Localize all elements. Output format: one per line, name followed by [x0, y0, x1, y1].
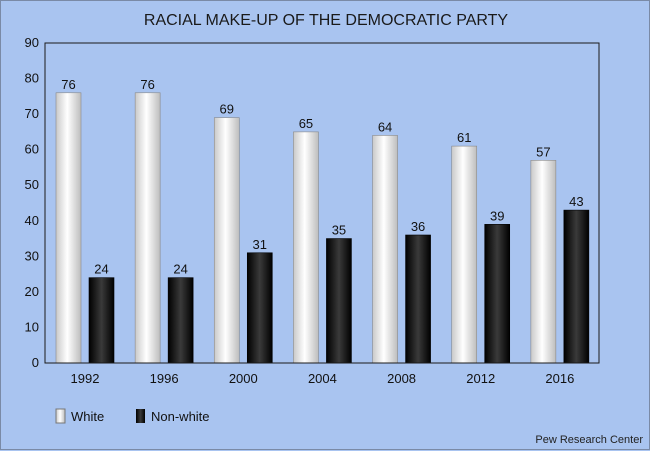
- y-tick-label: 80: [25, 71, 39, 86]
- bar-non-white-2008: [405, 234, 431, 364]
- bar-non-white-2012: [484, 224, 511, 364]
- legend-label-non-white: Non-white: [151, 409, 210, 424]
- bar-white-2004: [293, 131, 319, 364]
- x-tick-label: 2012: [466, 371, 495, 386]
- data-label: 57: [536, 144, 550, 159]
- data-label: 31: [253, 237, 267, 252]
- y-tick-label: 90: [25, 35, 39, 50]
- data-label: 65: [299, 116, 313, 131]
- data-label: 43: [569, 194, 583, 209]
- bar-white-1996: [134, 92, 161, 364]
- y-tick-label: 30: [25, 248, 39, 263]
- y-tick-label: 10: [25, 319, 39, 334]
- x-tick-label: 1992: [71, 371, 100, 386]
- data-label: 69: [220, 102, 234, 117]
- plot-area-border: [44, 42, 600, 364]
- data-label: 36: [411, 219, 425, 234]
- bars-group: 76 24 76 24 69 31 65 35 64 36 61 39 57 43: [55, 77, 590, 364]
- data-label: 24: [94, 262, 108, 277]
- legend-swatch-white: [55, 408, 66, 424]
- bar-white-2000: [213, 117, 240, 364]
- bar-non-white-2004: [326, 238, 352, 364]
- x-tick-label: 2008: [387, 371, 416, 386]
- data-label: 35: [332, 223, 346, 238]
- chart-title: RACIAL MAKE-UP OF THE DEMOCRATIC PARTY: [144, 12, 509, 29]
- data-label: 61: [457, 130, 471, 145]
- data-label: 24: [173, 262, 187, 277]
- y-tick-label: 0: [32, 355, 39, 370]
- source-note: Pew Research Center: [535, 434, 643, 446]
- bar-non-white-2016: [563, 209, 590, 364]
- y-tick-label: 20: [25, 284, 39, 299]
- data-label: 64: [378, 119, 392, 134]
- data-label: 76: [140, 77, 154, 92]
- bar-non-white-2000: [246, 252, 273, 364]
- bar-non-white-1992: [88, 277, 115, 364]
- y-tick-label: 50: [25, 177, 39, 192]
- bar-white-1992: [55, 92, 82, 364]
- x-tick-label: 2016: [545, 371, 574, 386]
- legend-label-white: White: [71, 409, 104, 424]
- y-tick-label: 40: [25, 213, 39, 228]
- legend: White Non-white: [55, 408, 210, 424]
- y-tick-label: 70: [25, 106, 39, 121]
- bar-white-2008: [372, 135, 398, 364]
- x-axis: 1992 1996 2000 2004 2008 2012 2016: [71, 371, 575, 386]
- data-label: 39: [490, 208, 504, 223]
- data-label: 76: [61, 77, 75, 92]
- bar-white-2016: [530, 160, 557, 364]
- y-axis: 0 10 20 30 40 50 60 70 80 90: [25, 35, 39, 370]
- y-tick-label: 60: [25, 142, 39, 157]
- legend-swatch-non-white: [136, 409, 145, 423]
- x-tick-label: 2000: [229, 371, 258, 386]
- x-tick-label: 1996: [150, 371, 179, 386]
- bar-white-2012: [451, 145, 478, 364]
- bar-non-white-1996: [167, 277, 194, 364]
- x-tick-label: 2004: [308, 371, 337, 386]
